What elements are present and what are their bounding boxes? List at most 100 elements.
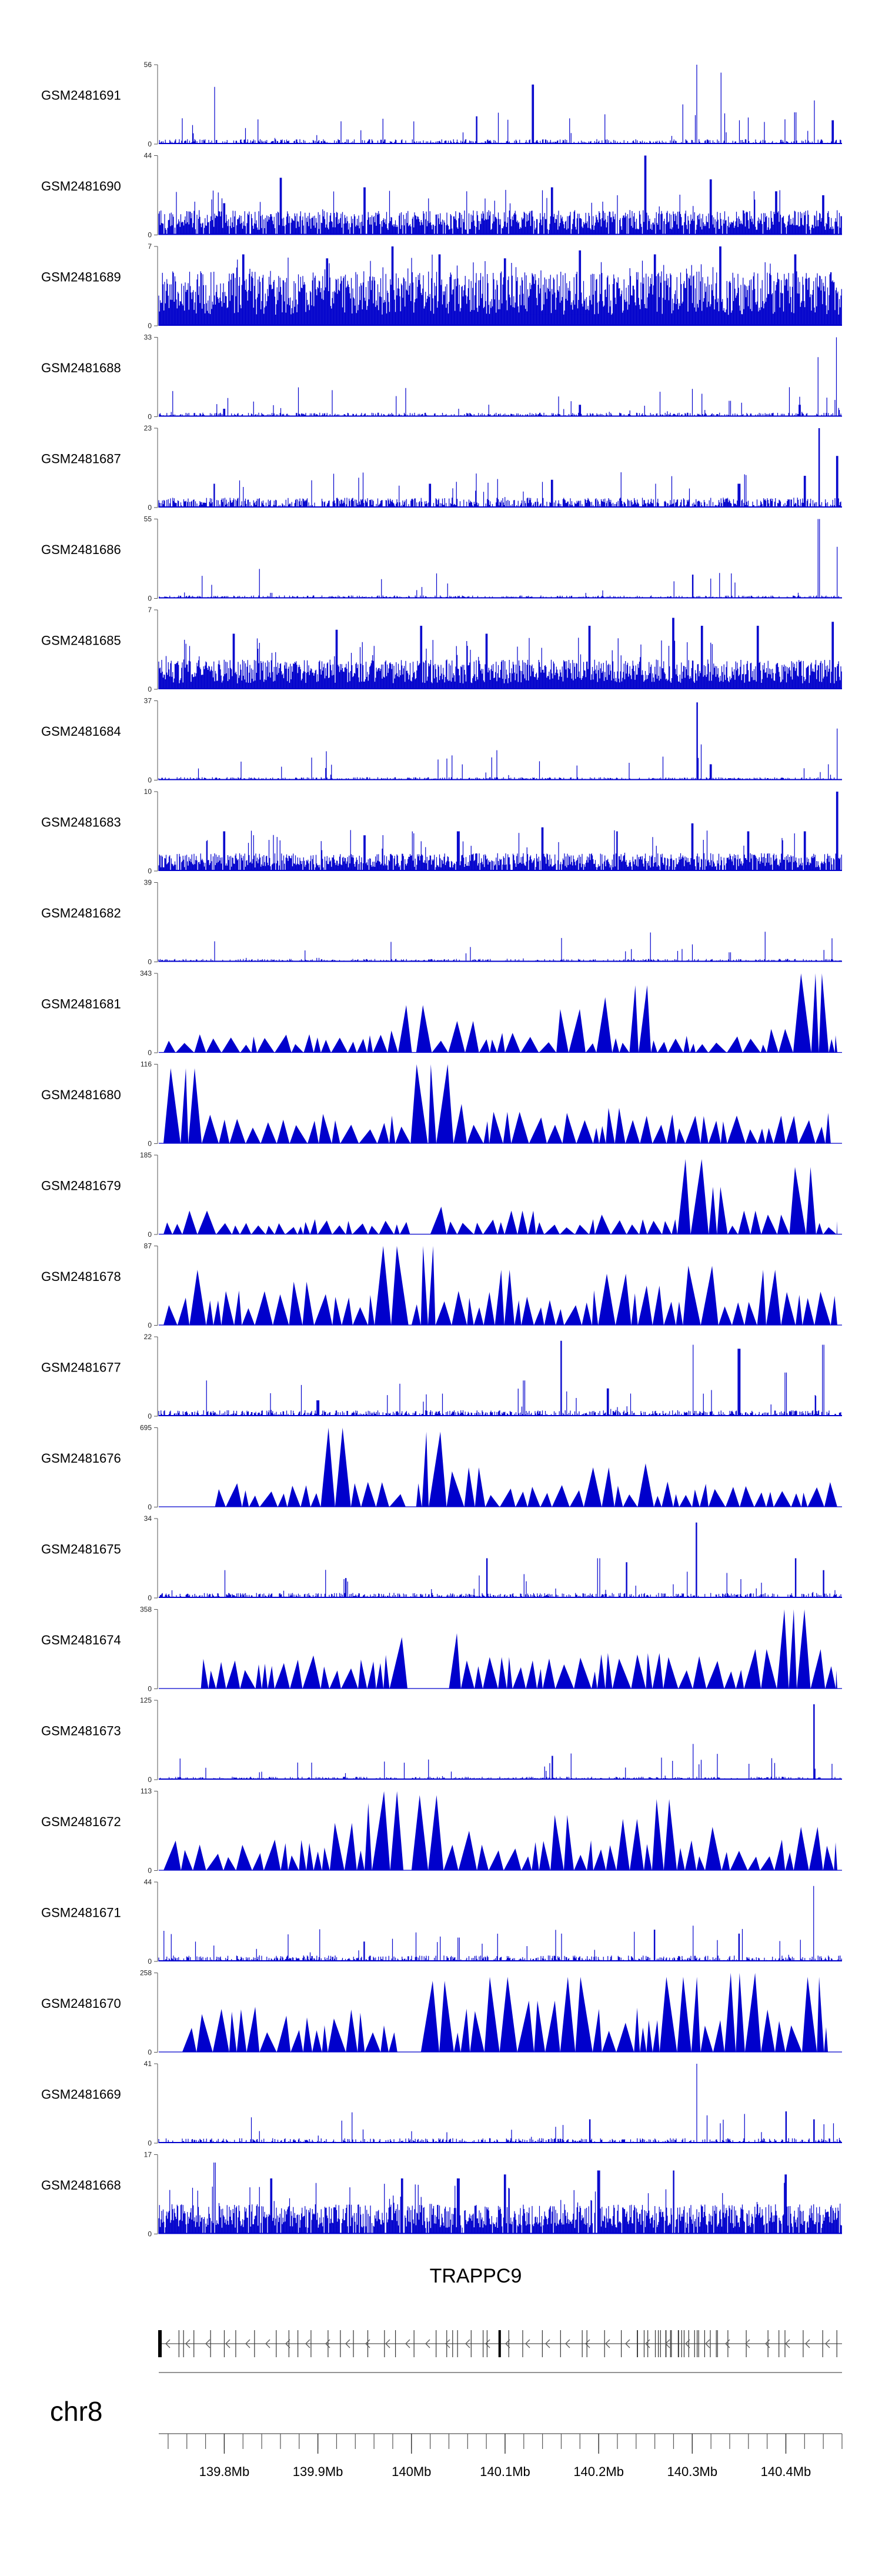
y-min-label: 0 xyxy=(148,1957,152,1966)
coverage-peak xyxy=(629,1818,644,1871)
axis-tick-label: 139.8Mb xyxy=(199,2464,250,2479)
track-GSM2481671: GSM2481671 44 0 xyxy=(41,1878,842,1966)
coverage-peak xyxy=(175,1043,195,1053)
coverage-peak xyxy=(625,1120,640,1144)
coverage-peak xyxy=(582,1302,592,1326)
coverage-peak xyxy=(287,1486,301,1507)
coverage-peak xyxy=(376,1482,389,1507)
coverage-peak xyxy=(322,2025,328,2053)
coverage-peak xyxy=(306,1843,314,1871)
y-max-label: 33 xyxy=(144,333,152,342)
coverage-peak xyxy=(242,1490,249,1507)
coverage-peak xyxy=(446,1471,465,1507)
coverage-peak xyxy=(475,1467,486,1507)
coverage-peak xyxy=(420,1981,440,2053)
track-GSM2481680: GSM2481680 116 0 xyxy=(41,1060,842,1148)
coverage-peak xyxy=(206,1038,222,1053)
track-label: GSM2481690 xyxy=(41,179,121,193)
coverage-peak xyxy=(410,1064,428,1144)
coverage-peak xyxy=(368,1226,379,1234)
coverage-peak xyxy=(724,1973,736,2053)
coverage-peak xyxy=(727,1115,746,1144)
coverage-peak xyxy=(262,1663,268,1689)
coverage-peak xyxy=(188,1068,202,1144)
coverage-peak xyxy=(225,1483,242,1507)
coverage-peak xyxy=(356,1039,368,1053)
coverage-peak xyxy=(744,1973,761,2053)
coverage-peak xyxy=(685,1116,701,1144)
track-GSM2481687: GSM2481687 23 0 xyxy=(41,424,842,512)
coverage-peak xyxy=(310,1219,318,1234)
coverage-peak xyxy=(319,1114,332,1144)
coverage-peak xyxy=(731,1302,745,1326)
strand-chevron-icon xyxy=(645,2339,650,2348)
strand-chevron-icon xyxy=(465,2339,470,2348)
track-GSM2481670: GSM2481670 258 0 xyxy=(41,1969,842,2057)
coverage-peak xyxy=(274,1035,292,1053)
coverage-peak xyxy=(358,2013,365,2053)
coverage-peak xyxy=(234,1290,242,1326)
coverage-peak xyxy=(757,1128,766,1144)
track-label: GSM2481676 xyxy=(41,1451,121,1466)
coverage-peak xyxy=(208,1670,216,1689)
strand-chevron-icon xyxy=(305,2339,310,2348)
coverage-peak xyxy=(606,1107,615,1144)
coverage-peak xyxy=(720,1121,727,1144)
coverage-peak xyxy=(350,1483,362,1507)
coverage-peak xyxy=(391,1246,409,1326)
coverage-peak xyxy=(275,1223,285,1234)
strand-chevron-icon xyxy=(805,2339,810,2348)
coverage-peak xyxy=(213,1300,222,1326)
coverage-peak xyxy=(691,1977,701,2053)
coverage-peak xyxy=(255,1664,262,1689)
coverage-peak xyxy=(646,2020,653,2053)
coverage-bars xyxy=(158,932,841,962)
coverage-peak xyxy=(251,1225,266,1234)
coverage-peak xyxy=(785,1852,794,1871)
coverage-peak xyxy=(206,1300,213,1326)
coverage-peak xyxy=(814,1292,831,1326)
y-min-label: 0 xyxy=(148,1322,152,1330)
track-GSM2481676: GSM2481676 695 0 xyxy=(41,1424,842,1511)
strand-chevron-icon xyxy=(225,2339,230,2348)
coverage-peak xyxy=(394,1224,400,1234)
coverage-peak xyxy=(460,1660,475,1689)
strand-chevron-icon xyxy=(325,2339,330,2348)
coverage-peak xyxy=(389,1494,406,1507)
strand-chevron-icon xyxy=(365,2339,370,2348)
coverage-peak xyxy=(623,1494,638,1507)
strand-chevron-icon xyxy=(725,2339,730,2348)
coverage-peak xyxy=(380,2025,389,2053)
coverage-peak xyxy=(727,1226,739,1234)
coverage-peak xyxy=(616,1818,630,1871)
coverage-peak xyxy=(597,1654,606,1689)
coverage-peak xyxy=(602,1467,614,1507)
y-min-label: 0 xyxy=(148,2139,152,2147)
coverage-peak xyxy=(240,1045,252,1053)
coverage-peak xyxy=(172,1223,183,1234)
coverage-peak xyxy=(657,1042,668,1053)
strand-chevron-icon xyxy=(625,2339,630,2348)
coverage-peak xyxy=(663,1657,679,1689)
coverage-peak xyxy=(527,1210,536,1234)
coverage-peak xyxy=(834,1842,838,1871)
coverage-peak xyxy=(361,1481,376,1507)
coverage-peak xyxy=(736,1973,745,2053)
coverage-peak xyxy=(810,1649,826,1689)
coverage-peak xyxy=(359,1129,377,1144)
coverage-peak xyxy=(317,1220,332,1234)
y-max-label: 55 xyxy=(144,515,152,523)
coverage-peak xyxy=(594,1214,611,1234)
track-GSM2481691: GSM2481691 56 0 xyxy=(41,61,842,148)
gene-exon-utr xyxy=(498,2330,501,2357)
strand-chevron-icon xyxy=(545,2339,550,2348)
coverage-peak xyxy=(521,1296,534,1326)
coverage-peak xyxy=(647,1220,662,1234)
coverage-peak xyxy=(785,2025,802,2053)
coverage-peak xyxy=(684,1840,697,1871)
coverage-peak xyxy=(229,2011,237,2053)
coverage-peak xyxy=(574,1854,587,1871)
track-GSM2481690: GSM2481690 44 0 xyxy=(41,152,842,239)
coverage-peak xyxy=(483,1219,497,1234)
coverage-peak xyxy=(709,1187,717,1234)
